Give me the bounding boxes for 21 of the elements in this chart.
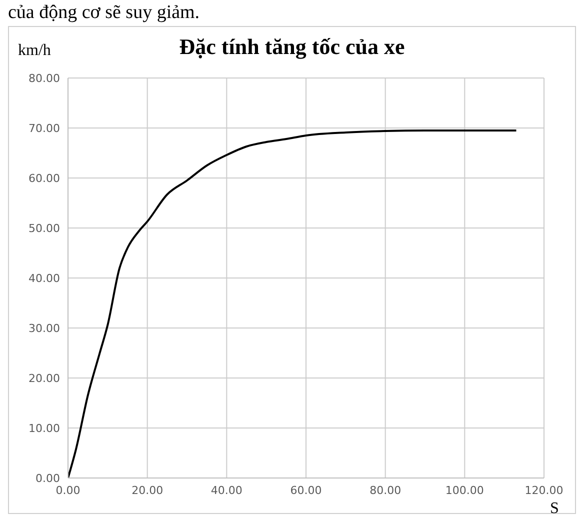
y-tick-label: 70.00: [28, 122, 60, 135]
y-tick-label: 10.00: [28, 422, 60, 435]
y-tick-label: 40.00: [28, 272, 60, 285]
chart-title: Đặc tính tăng tốc của xe: [179, 34, 405, 59]
x-tick-label: 20.00: [132, 484, 164, 497]
x-axis-title: S: [550, 500, 559, 518]
line-series: [68, 130, 518, 478]
y-tick-label: 20.00: [28, 372, 60, 385]
x-tick-label: 120.00: [524, 484, 564, 497]
y-tick-label: 30.00: [28, 322, 60, 335]
y-tick-label: 80.00: [28, 72, 60, 85]
x-tick-label: 40.00: [210, 484, 242, 497]
text: của động cơ sẽ suy giảm.: [8, 2, 200, 24]
y-tick-label: 50.00: [28, 222, 60, 235]
y-tick-label: 0.00: [36, 472, 60, 485]
x-tick-label: 60.00: [290, 484, 322, 497]
y-axis-title: km/h: [18, 42, 51, 60]
y-tick-label: 60.00: [28, 172, 60, 185]
x-tick-label: 100.00: [445, 484, 484, 497]
x-tick-label: 0.00: [56, 484, 80, 497]
x-tick-label: 80.00: [370, 484, 402, 497]
